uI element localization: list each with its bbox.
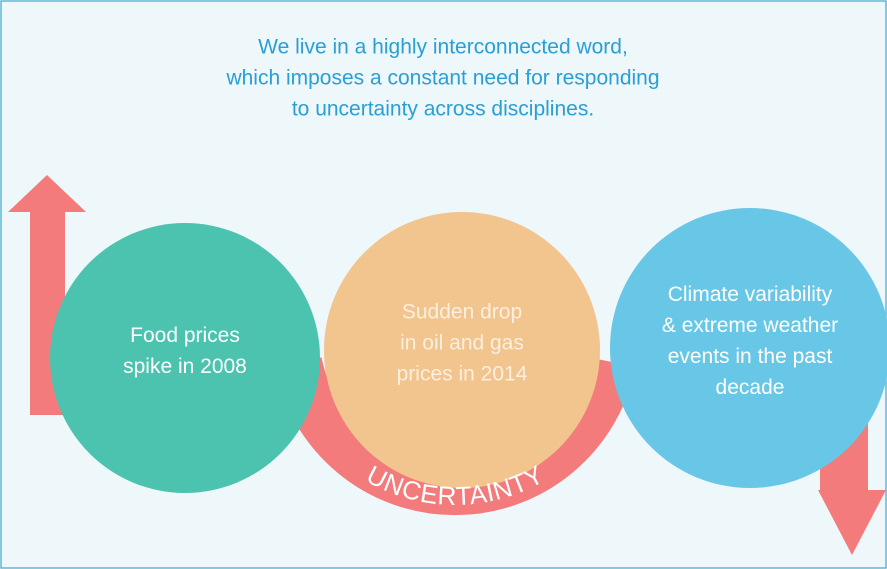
title-line: to uncertainty across disciplines. <box>292 98 594 121</box>
node-label: & extreme weather <box>662 314 838 337</box>
node-label: in oil and gas <box>400 332 524 355</box>
node-label: events in the past <box>668 345 833 368</box>
node-circle <box>50 223 320 493</box>
uncertainty-band <box>274 357 636 516</box>
node-circle <box>610 208 887 488</box>
node-label: Sudden drop <box>402 301 522 324</box>
node-label: Food prices <box>130 324 240 347</box>
up-arrow <box>8 175 86 415</box>
node-label: prices in 2014 <box>397 363 528 386</box>
node-label: spike in 2008 <box>123 355 247 378</box>
node-label: Climate variability <box>668 283 833 306</box>
node-label: decade <box>716 376 785 399</box>
content: We live in a highly interconnected word,… <box>123 36 838 400</box>
node-circle <box>324 212 600 488</box>
title-line: which imposes a constant need for respon… <box>225 67 659 90</box>
title-line: We live in a highly interconnected word, <box>258 36 628 59</box>
